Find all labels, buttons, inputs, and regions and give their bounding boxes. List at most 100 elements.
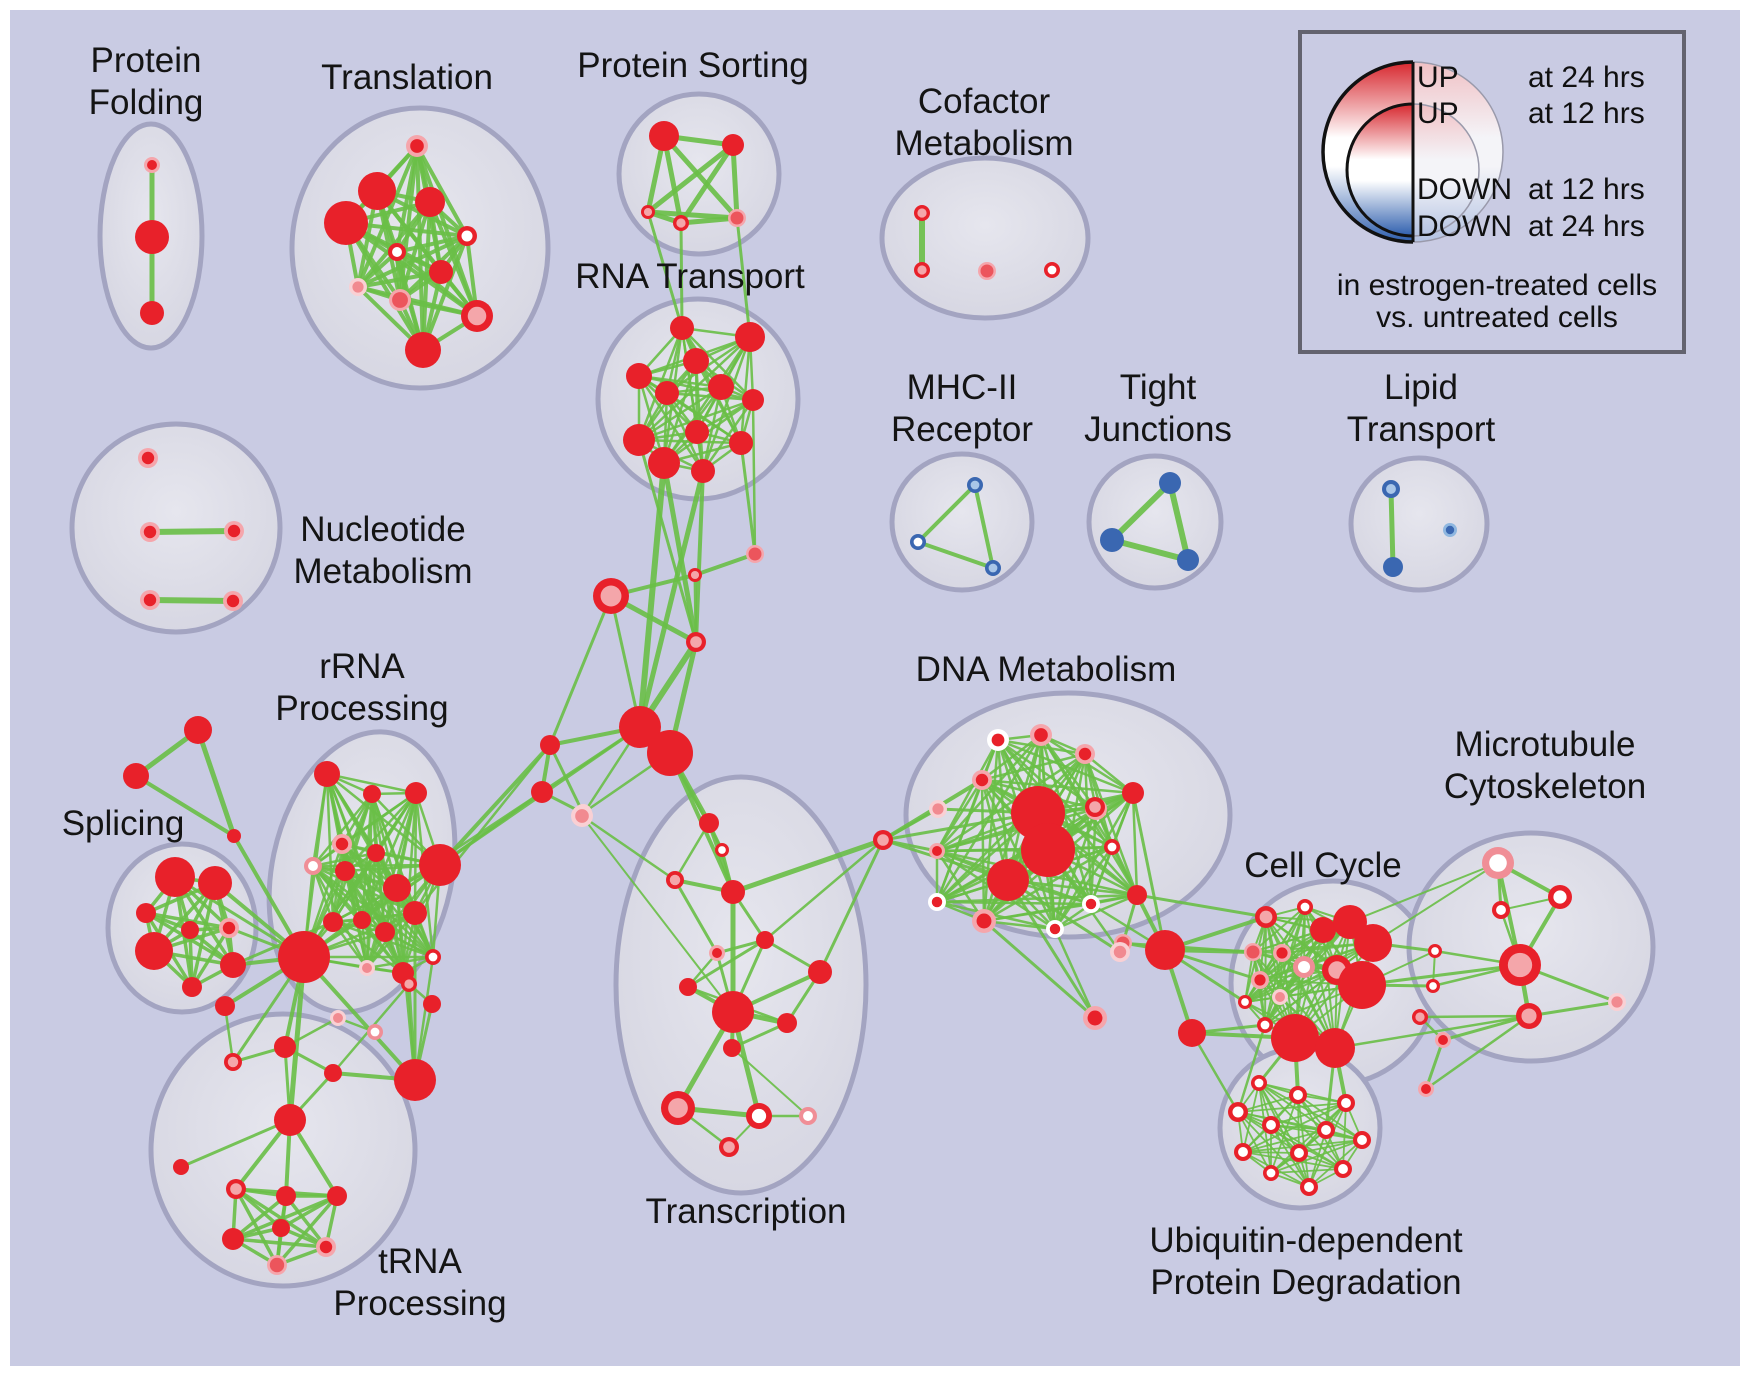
node-spl-7 — [182, 977, 202, 997]
node-psort-3 — [673, 215, 689, 231]
edge — [356, 144, 419, 289]
node-ubiq-5 — [1317, 1121, 1335, 1139]
edge — [234, 1187, 279, 1267]
node-dna-1 — [1030, 724, 1052, 746]
cluster-label-protein-sorting: Protein Sorting — [577, 45, 809, 87]
edge — [580, 814, 677, 882]
edge — [637, 374, 755, 402]
edge — [1270, 1124, 1310, 1188]
node-cc-14 — [1271, 1014, 1319, 1062]
edge — [980, 778, 1135, 795]
node-psort-2 — [641, 205, 655, 219]
legend-direction-up-12: UP — [1417, 97, 1459, 130]
cluster-label-nucleotide-metabolism: Nucleotide Metabolism — [294, 509, 473, 593]
edge — [982, 845, 1114, 923]
node-cc-0 — [1255, 906, 1277, 928]
node-cc-10 — [1251, 971, 1269, 989]
node-rrna-13 — [278, 931, 330, 983]
edge — [284, 1194, 328, 1249]
cluster-ellipse-tight-junctions — [1086, 453, 1224, 591]
cluster-ellipse-lipid-transport — [1348, 455, 1490, 593]
edge — [818, 838, 885, 974]
edge — [1424, 1014, 1531, 1091]
edge — [344, 221, 425, 352]
node-rrna-5 — [335, 861, 355, 881]
node-mt-7 — [1608, 993, 1626, 1011]
edge — [360, 851, 378, 922]
node-spl-6 — [220, 952, 246, 978]
edge — [231, 1194, 339, 1241]
node-transl-4 — [457, 226, 477, 246]
edge — [1441, 1014, 1531, 1042]
edge — [680, 326, 755, 402]
node-trna-4 — [327, 1186, 347, 1206]
node-layer — [123, 121, 1626, 1275]
edge — [609, 594, 642, 729]
node-dna-14 — [1082, 895, 1100, 913]
edge — [996, 738, 1010, 882]
node-transc-10 — [777, 1013, 797, 1033]
edge — [311, 851, 378, 868]
edge — [693, 552, 757, 577]
legend-inner-left-half — [1347, 104, 1413, 236]
node-lipid-0 — [1382, 480, 1400, 498]
cluster-label-transcription: Transcription — [646, 1191, 847, 1233]
cluster-label-splicing: Splicing — [62, 803, 185, 845]
edge — [935, 738, 1000, 853]
edge — [1006, 878, 1122, 954]
edge — [694, 469, 705, 644]
edge — [763, 838, 885, 942]
node-rrna-21 — [394, 1059, 436, 1101]
edge — [1053, 927, 1097, 1020]
edge — [1308, 1102, 1347, 1188]
node-cc-9 — [1338, 961, 1386, 1009]
edge — [415, 144, 469, 238]
edge — [1372, 862, 1499, 944]
label-line: Junctions — [1084, 410, 1232, 449]
node-transl-5 — [388, 243, 406, 261]
node-rrna-11 — [375, 922, 395, 942]
label-line: Cofactor — [917, 82, 1051, 121]
edge — [916, 483, 977, 544]
node-transl-9 — [461, 300, 493, 332]
edge — [673, 878, 719, 955]
node-mt-2 — [1492, 901, 1510, 919]
legend-time-24-up: at 24 hrs — [1528, 61, 1645, 94]
node-ccb-1 — [1178, 1019, 1206, 1047]
node-transc-8 — [808, 960, 832, 984]
node-pfold-1 — [135, 220, 169, 254]
node-spl-5 — [135, 932, 173, 970]
node-cc-3 — [1333, 905, 1367, 939]
node-psort-0 — [649, 121, 679, 151]
edge — [1237, 1111, 1344, 1170]
edge — [935, 778, 984, 904]
edge — [395, 234, 469, 254]
edge — [1242, 1129, 1327, 1153]
node-rrna-8 — [419, 844, 461, 886]
node-tight-2 — [1177, 549, 1199, 571]
node-dnac-0 — [873, 830, 893, 850]
edge — [1242, 1151, 1300, 1154]
node-tight-0 — [1159, 472, 1181, 494]
cluster-label-translation: Translation — [321, 57, 493, 99]
edge — [413, 791, 418, 915]
cluster-label-cell-cycle: Cell Cycle — [1244, 845, 1402, 887]
node-dna-2 — [1075, 744, 1095, 764]
legend-direction-down-24: DOWN — [1417, 210, 1512, 243]
node-dna-19 — [1110, 942, 1130, 962]
edge — [421, 234, 469, 352]
label-line: Protein — [90, 41, 202, 80]
node-hub-0 — [619, 706, 661, 748]
node-rrna-24 — [423, 995, 441, 1013]
edge — [678, 142, 736, 226]
cluster-ellipse-trna-processing — [148, 1011, 418, 1289]
node-cc-6 — [1273, 944, 1291, 962]
edge — [693, 573, 698, 644]
edge — [428, 200, 479, 318]
edge — [1237, 1094, 1299, 1113]
edge — [881, 807, 940, 842]
edge — [275, 1194, 339, 1267]
label-line: Receptor — [890, 410, 1034, 449]
label-line: Tight — [1119, 368, 1197, 407]
